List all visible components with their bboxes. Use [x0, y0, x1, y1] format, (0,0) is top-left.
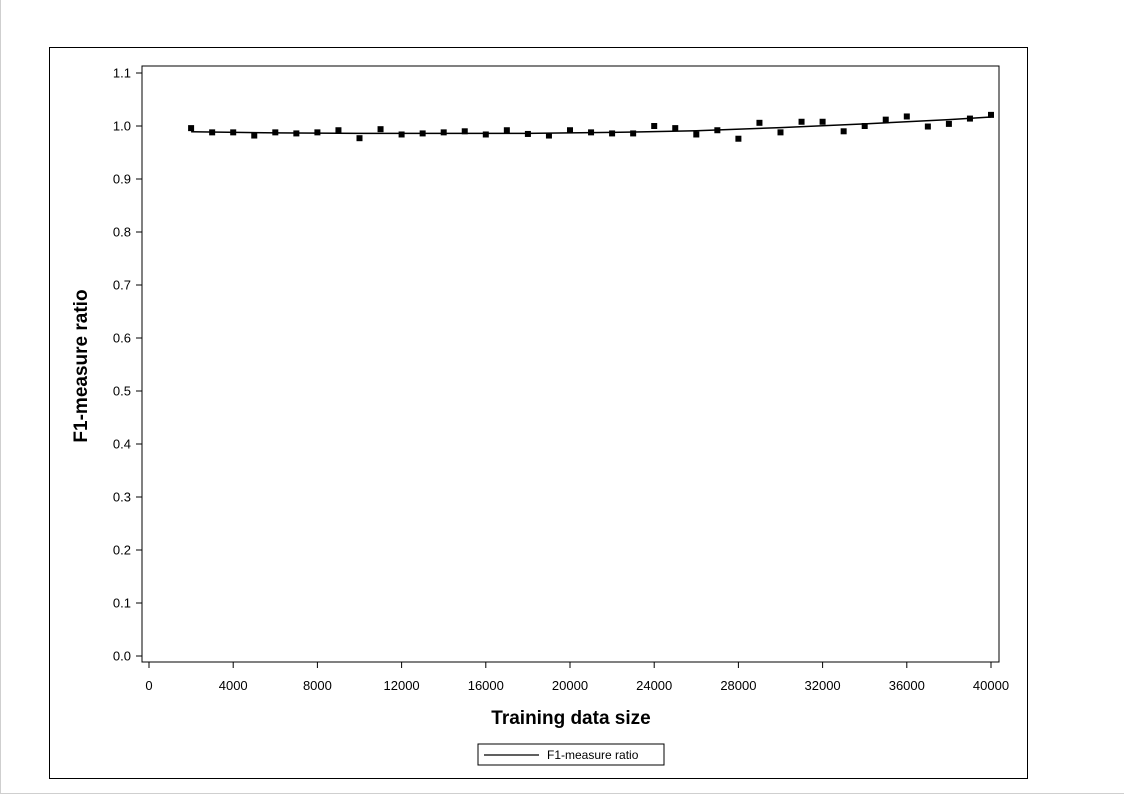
y-tick-label: 0.9 — [113, 172, 131, 187]
y-axis: 0.0 0.1 0.2 0.3 0.4 0.5 0.6 0.7 0.8 0.9 1.0 1.1 — [113, 66, 142, 664]
data-point — [377, 126, 384, 133]
data-points — [188, 111, 994, 142]
data-point — [567, 127, 573, 134]
data-point — [335, 127, 342, 134]
y-tick-label: 0.5 — [113, 384, 131, 399]
y-tick-label: 0.3 — [113, 490, 131, 505]
y-tick-label: 1.1 — [113, 66, 131, 81]
data-point — [461, 128, 468, 135]
y-tick-label: 1.0 — [113, 119, 131, 134]
data-point — [545, 132, 552, 139]
x-tick-label: 36000 — [889, 678, 925, 693]
x-axis: 0 4000 8000 12000 16000 20000 24000 28000 32000 3… — [145, 662, 1009, 693]
y-tick-label: 0.4 — [113, 437, 131, 452]
data-point — [503, 127, 510, 134]
x-tick-label: 12000 — [384, 678, 420, 693]
y-tick-label: 0.2 — [113, 543, 131, 558]
data-point — [398, 131, 405, 138]
data-point — [819, 118, 826, 125]
trend-line — [191, 116, 992, 135]
x-tick-label: 32000 — [805, 678, 841, 693]
data-point — [609, 130, 616, 137]
plot-area — [141, 65, 1000, 663]
data-point — [945, 120, 952, 127]
legend-box — [477, 743, 665, 766]
data-point — [651, 123, 658, 129]
y-tick-label: 0.1 — [113, 596, 131, 611]
legend: F1-measure ratio — [477, 743, 665, 766]
data-point — [672, 125, 679, 132]
data-point — [798, 118, 805, 125]
data-point — [988, 111, 994, 118]
y-tick-label: 0.8 — [113, 225, 131, 240]
y-tick-label: 0.7 — [113, 278, 131, 293]
data-point — [840, 128, 847, 135]
data-point — [861, 123, 868, 129]
data-point — [188, 125, 195, 132]
data-point — [693, 131, 700, 138]
x-tick-label: 24000 — [636, 678, 672, 693]
data-point — [630, 130, 637, 137]
data-point — [777, 129, 784, 136]
data-point — [924, 123, 931, 130]
x-tick-label: 40000 — [973, 678, 1009, 693]
x-axis-title: Training data size — [491, 708, 650, 729]
x-tick-label: 20000 — [552, 678, 588, 693]
legend-label: F1-measure ratio — [547, 748, 639, 762]
data-point — [314, 129, 321, 136]
x-tick-label: 28000 — [720, 678, 756, 693]
x-tick-label: 8000 — [303, 678, 332, 693]
data-point — [735, 135, 742, 142]
data-point — [882, 116, 889, 123]
data-point — [903, 113, 910, 120]
data-point — [440, 129, 447, 136]
data-point — [482, 131, 489, 138]
x-tick-label: 16000 — [468, 678, 504, 693]
y-axis-title: F1-measure ratio — [71, 289, 92, 442]
chart-frame — [49, 47, 1028, 779]
data-point — [756, 119, 763, 126]
x-tick-label: 4000 — [219, 678, 248, 693]
data-point — [251, 132, 258, 139]
x-tick-label: 0 — [145, 678, 152, 693]
y-tick-label: 0.6 — [113, 331, 131, 346]
data-point — [356, 135, 363, 142]
y-tick-label: 0.0 — [113, 649, 131, 664]
